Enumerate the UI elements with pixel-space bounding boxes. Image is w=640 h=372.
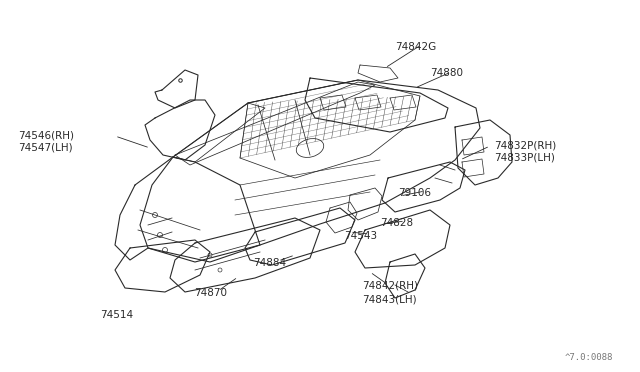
Text: 74843(LH): 74843(LH) xyxy=(362,294,417,304)
Text: 74842(RH): 74842(RH) xyxy=(362,281,418,291)
Text: 74514: 74514 xyxy=(100,310,133,320)
Text: 74880: 74880 xyxy=(430,68,463,78)
Text: 74870: 74870 xyxy=(194,288,227,298)
Text: 79106: 79106 xyxy=(398,188,431,198)
Text: 74832P(RH): 74832P(RH) xyxy=(494,140,556,150)
Text: 74833P(LH): 74833P(LH) xyxy=(494,153,555,163)
Text: 74547(LH): 74547(LH) xyxy=(18,143,72,153)
Text: 74543: 74543 xyxy=(344,231,377,241)
Text: 74842G: 74842G xyxy=(395,42,436,52)
Text: 74828: 74828 xyxy=(380,218,413,228)
Text: 74546(RH): 74546(RH) xyxy=(18,130,74,140)
Text: 74884: 74884 xyxy=(253,258,286,268)
Text: ^7.0:0088: ^7.0:0088 xyxy=(565,353,613,362)
